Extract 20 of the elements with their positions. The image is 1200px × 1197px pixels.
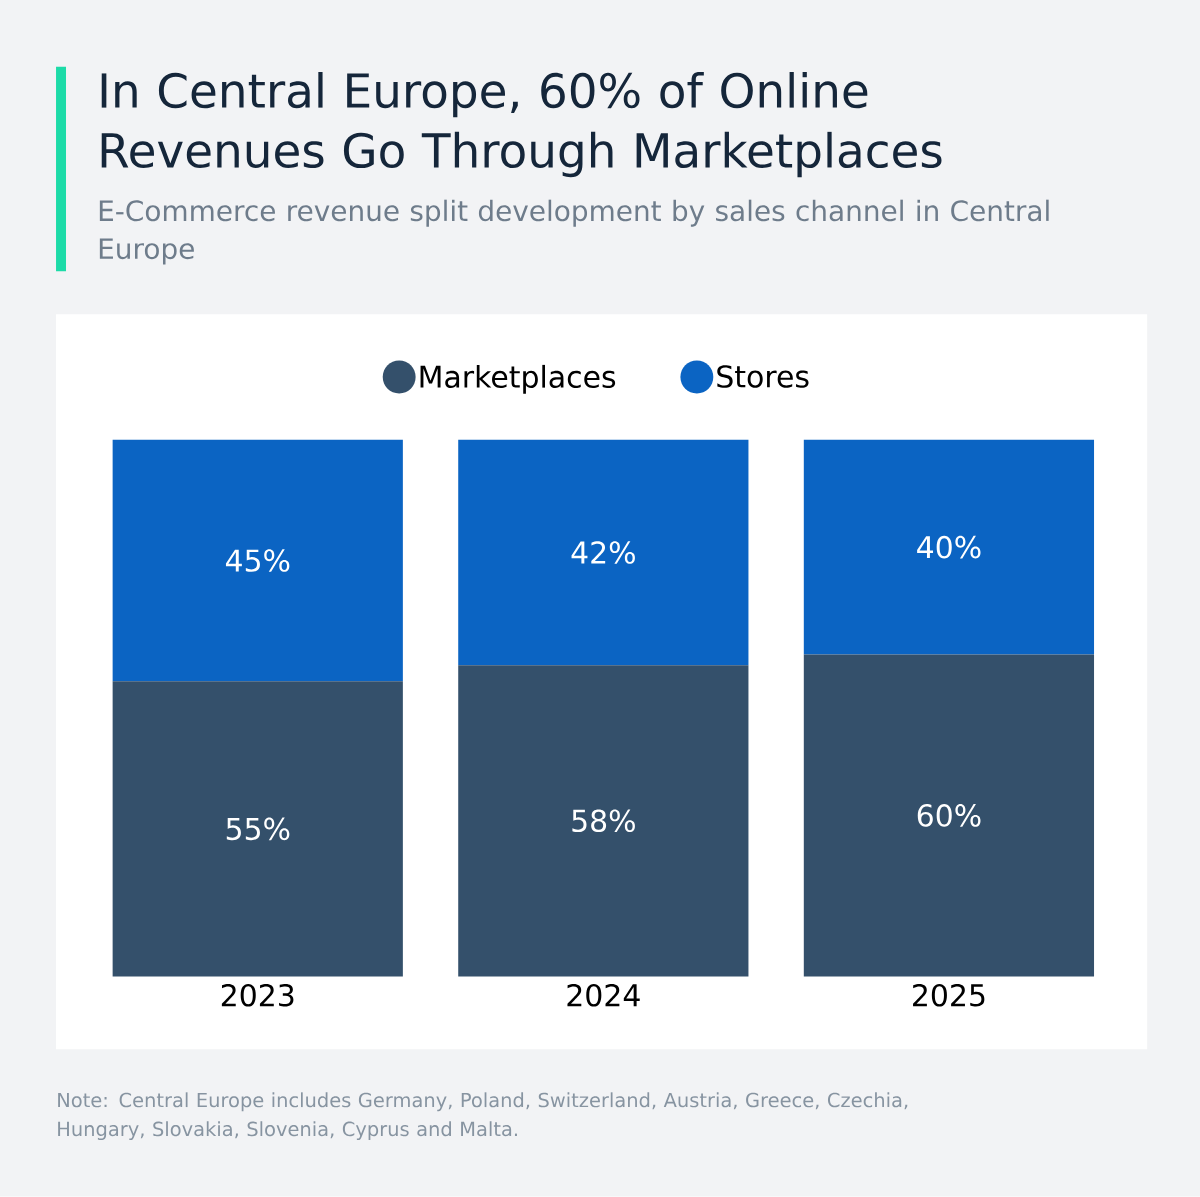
text: Note: Central Europe includes Germany, Poland, Switzerland, Austria, Greece, Czechia, Hungary, Slovakia, Slovenia, Cyprus and Malta.	[58, 1092, 908, 1141]
bar	[458, 665, 749, 977]
bar	[458, 439, 749, 666]
data-label: 42%	[571, 541, 635, 564]
data-label: 58%	[572, 809, 635, 833]
legend-label: Marketplaces	[420, 364, 616, 394]
bar	[803, 439, 1095, 655]
legend-label: Stores	[717, 365, 809, 388]
data-label: 40%	[917, 535, 981, 559]
bar	[112, 439, 403, 682]
data-label: 45%	[225, 549, 290, 572]
chart-title: In Central Europe, 60% of Online Revenues Go Through Marketplaces	[101, 72, 942, 178]
data-label: 55%	[226, 817, 290, 841]
x-tick-label: 2023	[221, 984, 294, 1007]
bar	[112, 681, 403, 977]
x-tick-label: 2025	[913, 984, 985, 1007]
data-label: 60%	[917, 804, 981, 827]
bar	[803, 654, 1095, 977]
chart-subtitle: E-Commerce revenue split development by sales channel in Central Europe	[99, 199, 1049, 265]
x-tick-label: 2024	[567, 984, 640, 1007]
